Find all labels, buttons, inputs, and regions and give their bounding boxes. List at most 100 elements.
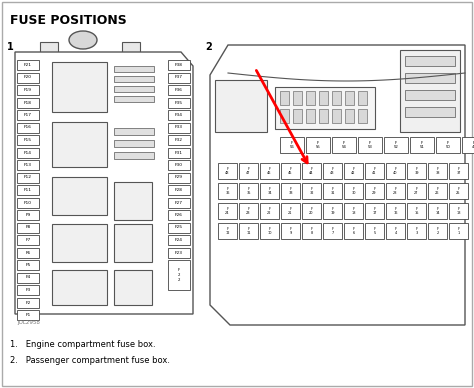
- Text: F
46: F 46: [267, 167, 272, 175]
- Text: 1: 1: [7, 42, 14, 52]
- Text: F
12: F 12: [225, 227, 230, 235]
- Text: F7: F7: [26, 238, 31, 242]
- Bar: [17, 222, 39, 232]
- Bar: [449, 223, 468, 239]
- Text: F
40: F 40: [393, 167, 398, 175]
- Bar: [410, 137, 434, 153]
- Bar: [168, 248, 190, 258]
- Text: F24: F24: [175, 238, 183, 242]
- Text: 1.   Engine compartment fuse box.: 1. Engine compartment fuse box.: [10, 340, 155, 349]
- Bar: [405, 107, 455, 117]
- Text: F9: F9: [26, 213, 31, 217]
- Bar: [218, 203, 237, 219]
- Bar: [168, 210, 190, 220]
- Bar: [168, 73, 190, 83]
- Bar: [17, 135, 39, 145]
- Bar: [52, 177, 107, 215]
- Bar: [114, 182, 152, 220]
- Text: F15: F15: [24, 138, 32, 142]
- Text: F16: F16: [24, 125, 32, 130]
- Bar: [260, 183, 279, 199]
- Text: F
53: F 53: [367, 141, 373, 149]
- Text: F
7: F 7: [331, 227, 334, 235]
- Text: F
10: F 10: [267, 227, 272, 235]
- Bar: [168, 235, 190, 245]
- Text: F
1: F 1: [457, 227, 460, 235]
- Bar: [332, 137, 356, 153]
- Ellipse shape: [69, 31, 97, 49]
- Text: F
21: F 21: [288, 207, 293, 215]
- Bar: [386, 203, 405, 219]
- Text: F17: F17: [24, 113, 32, 117]
- Bar: [428, 203, 447, 219]
- Bar: [114, 152, 154, 159]
- Text: F
13: F 13: [456, 207, 461, 215]
- Bar: [168, 135, 190, 145]
- Bar: [407, 163, 426, 179]
- Text: F
48: F 48: [225, 167, 230, 175]
- Bar: [365, 183, 384, 199]
- Bar: [358, 109, 367, 123]
- Bar: [17, 160, 39, 170]
- Text: F13: F13: [24, 163, 32, 167]
- Bar: [323, 223, 342, 239]
- Text: F
51: F 51: [419, 141, 424, 149]
- Bar: [239, 223, 258, 239]
- Bar: [17, 197, 39, 208]
- Bar: [239, 183, 258, 199]
- Bar: [114, 128, 154, 135]
- Bar: [319, 109, 328, 123]
- Text: F
16: F 16: [393, 207, 398, 215]
- Bar: [260, 223, 279, 239]
- Text: F
2
2: F 2 2: [178, 268, 180, 282]
- Bar: [17, 85, 39, 95]
- Text: F
2: F 2: [437, 227, 438, 235]
- Text: F3: F3: [26, 288, 31, 292]
- Bar: [218, 223, 237, 239]
- Bar: [386, 163, 405, 179]
- Text: F
32: F 32: [309, 187, 314, 195]
- Bar: [17, 248, 39, 258]
- Bar: [449, 203, 468, 219]
- Text: F21: F21: [24, 63, 32, 67]
- Text: F1: F1: [26, 313, 31, 317]
- Bar: [407, 183, 426, 199]
- Bar: [239, 163, 258, 179]
- Text: 2: 2: [205, 42, 212, 52]
- Bar: [436, 137, 460, 153]
- Bar: [344, 163, 363, 179]
- Text: F
26: F 26: [435, 187, 440, 195]
- Text: F
11: F 11: [246, 227, 251, 235]
- Bar: [17, 73, 39, 83]
- Text: F
27: F 27: [414, 187, 419, 195]
- Text: F19: F19: [24, 88, 32, 92]
- Text: F4: F4: [26, 275, 31, 279]
- Bar: [17, 285, 39, 295]
- Bar: [52, 122, 107, 167]
- Bar: [428, 223, 447, 239]
- Bar: [114, 140, 154, 147]
- Bar: [405, 73, 455, 83]
- Bar: [168, 260, 190, 290]
- Text: F26: F26: [175, 213, 183, 217]
- Text: F33: F33: [175, 125, 183, 130]
- Bar: [280, 109, 289, 123]
- Bar: [345, 109, 354, 123]
- Text: F36: F36: [175, 88, 183, 92]
- Bar: [17, 272, 39, 282]
- Bar: [17, 235, 39, 245]
- Text: F29: F29: [175, 175, 183, 180]
- Bar: [280, 91, 289, 105]
- Text: F
34: F 34: [267, 187, 272, 195]
- Bar: [168, 97, 190, 107]
- Text: F
43: F 43: [330, 167, 335, 175]
- Bar: [17, 110, 39, 120]
- Bar: [168, 222, 190, 232]
- Text: F
25: F 25: [456, 187, 461, 195]
- Text: F
8: F 8: [310, 227, 313, 235]
- Bar: [17, 123, 39, 132]
- Bar: [114, 96, 154, 102]
- Text: F20: F20: [24, 76, 32, 80]
- Bar: [122, 42, 140, 54]
- Text: F
22: F 22: [267, 207, 272, 215]
